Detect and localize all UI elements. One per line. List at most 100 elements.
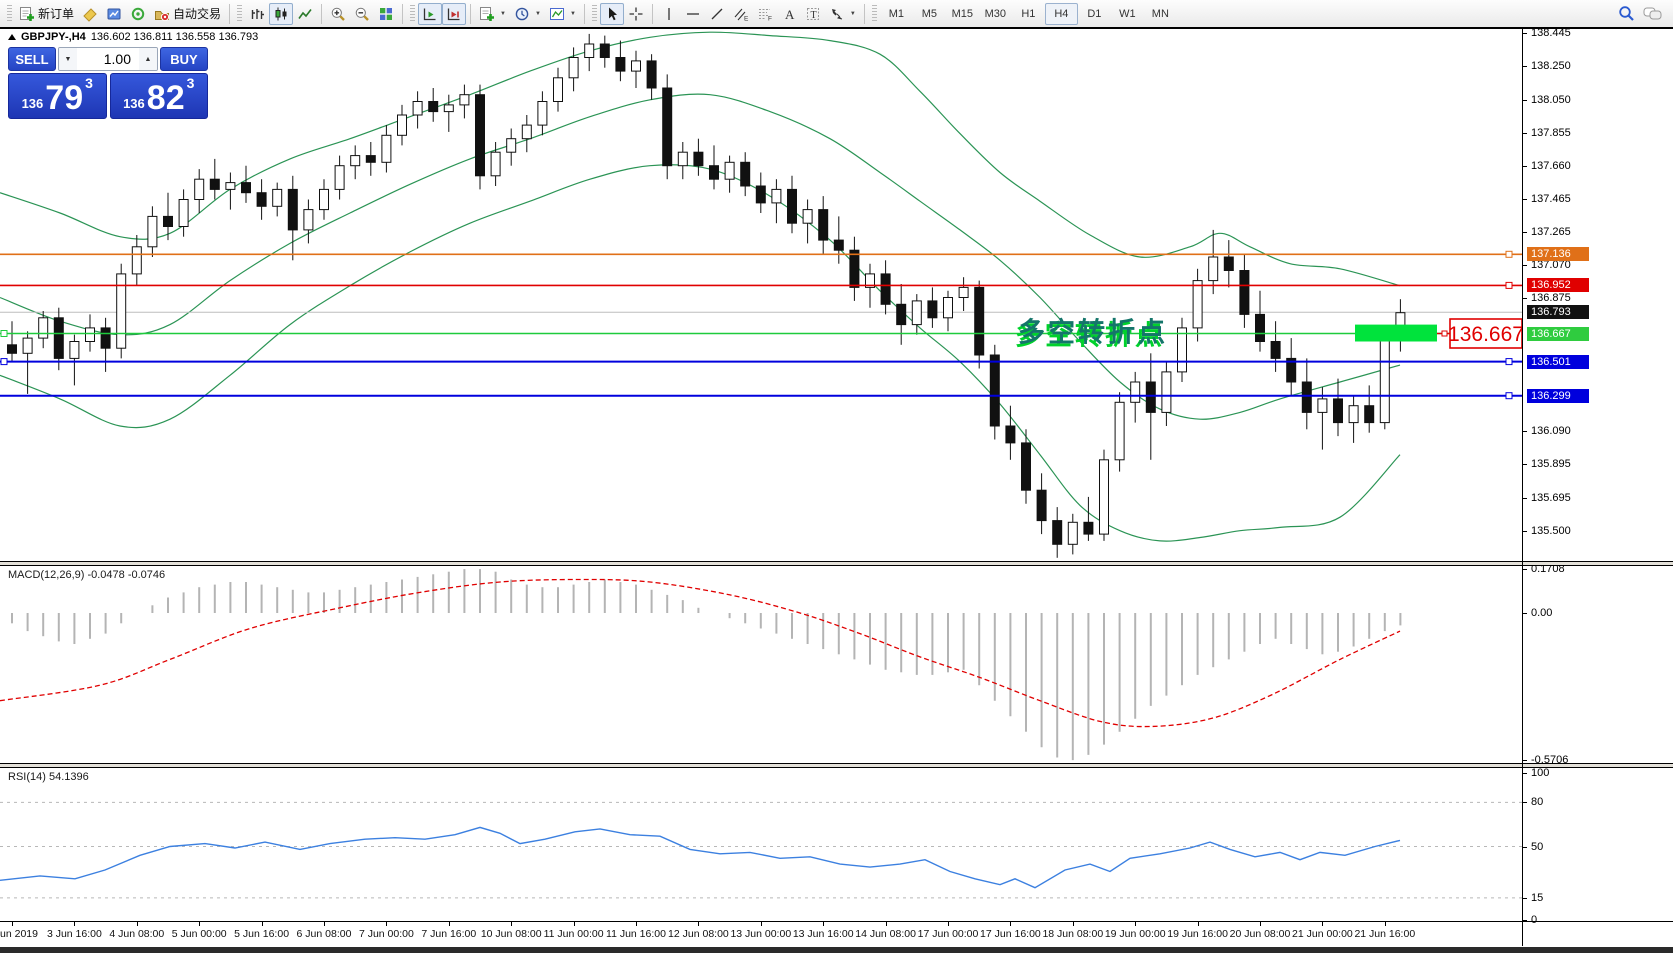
tf-button-m1[interactable]: M1	[888, 7, 904, 20]
crosshair-button[interactable]	[624, 3, 648, 25]
callout-handle[interactable]	[1441, 330, 1448, 337]
text-label-button[interactable]: T	[801, 3, 825, 25]
tf-button-mn[interactable]: MN	[1151, 7, 1169, 20]
price-axis-badge: 137.136	[1527, 247, 1589, 262]
time-axis-label: 19 Jun 00:00	[1104, 928, 1166, 940]
channel-button[interactable]: E	[729, 3, 753, 25]
highlight-rectangle-object[interactable]	[1355, 324, 1437, 342]
time-axis-label: 13 Jun 16:00	[792, 928, 854, 940]
tf-button-h4[interactable]: H4	[1044, 2, 1078, 25]
one-click-trading-panel: SELL 1.00 BUY 136 79 3 136 82 3	[8, 47, 208, 119]
hline-right-handle[interactable]	[1505, 392, 1513, 400]
price-axis-value: 137.465	[1531, 192, 1571, 205]
zoom-in-icon	[331, 7, 345, 21]
candle-body	[802, 209, 813, 224]
toolbar-separator	[583, 3, 585, 24]
volume-value[interactable]: 1.00	[103, 51, 131, 67]
toolbar-drag-handle[interactable]	[591, 4, 597, 23]
highlight-icon	[83, 7, 97, 22]
tf-button-w1[interactable]: W1	[1119, 7, 1136, 20]
candle-body	[615, 57, 626, 72]
tile-windows-button[interactable]	[374, 3, 398, 25]
toolbar-drag-handle[interactable]	[410, 4, 416, 23]
new-chart-button[interactable]	[475, 3, 510, 25]
candle-body	[521, 124, 532, 140]
toolbar-drag-handle[interactable]	[7, 4, 12, 23]
zoom-out-button[interactable]	[350, 3, 374, 25]
callout-box[interactable]	[1449, 318, 1522, 349]
trendline-button[interactable]	[705, 3, 729, 25]
candle-body	[272, 188, 283, 207]
toolbar-drag-handle[interactable]	[237, 4, 243, 23]
price-axis-value: 135.500	[1531, 524, 1571, 537]
price-axis[interactable]: 138.445 138.250 138.050 137.855 137.660 137.4…	[1522, 27, 1673, 946]
text-button[interactable]: A	[777, 3, 801, 25]
toolbar-drag-handle[interactable]	[871, 4, 877, 23]
candle-body	[568, 57, 579, 79]
candle-body	[1348, 405, 1359, 424]
vertical-line-button[interactable]	[657, 3, 681, 25]
candlestick-mode-button[interactable]	[269, 2, 294, 25]
buy-button[interactable]: BUY	[160, 47, 208, 71]
tf-button-d1[interactable]: D1	[1087, 7, 1102, 20]
candle-body	[1036, 489, 1047, 522]
cursor-button[interactable]	[599, 2, 624, 25]
candle-body	[443, 104, 454, 113]
collapse-triangle-icon[interactable]	[8, 34, 16, 40]
time-axis-tick	[885, 922, 887, 926]
toolbar-separator	[863, 3, 865, 24]
search-icon[interactable]	[1618, 5, 1635, 22]
hline-right-handle[interactable]	[1505, 281, 1513, 289]
tf-button-h1[interactable]: H1	[1021, 7, 1036, 20]
zoom-in-button[interactable]	[326, 3, 350, 25]
chart-shift-button[interactable]	[442, 2, 467, 25]
buy-price-button[interactable]: 136 82 3	[109, 73, 208, 119]
price-axis-value: 137.855	[1531, 126, 1571, 139]
rsi-axis-value: 80	[1531, 796, 1544, 809]
auto-scroll-button[interactable]	[418, 2, 443, 25]
periods-button[interactable]	[510, 3, 545, 25]
candle-body	[1161, 371, 1172, 413]
profiles-button[interactable]	[102, 3, 126, 25]
price-axis-tick	[1522, 760, 1527, 762]
tf-button-m5[interactable]: M5	[921, 7, 937, 20]
tf-button-m15[interactable]: M15	[951, 7, 974, 20]
candle-body	[1192, 280, 1203, 329]
hline-right-handle[interactable]	[1505, 358, 1513, 366]
fibonacci-button[interactable]: F	[753, 3, 777, 25]
auto-trading-button[interactable]: 自动交易	[150, 3, 225, 25]
volume-decrease-button[interactable]	[59, 48, 77, 70]
time-axis[interactable]: 3 Jun 2019 3 Jun 16:00 4 Jun 08:00 5 Jun 00…	[0, 922, 1522, 946]
volume-increase-button[interactable]	[139, 48, 157, 70]
bollinger-middle-band	[0, 93, 1401, 420]
channel-icon: E	[734, 8, 749, 22]
line-chart-mode-button[interactable]	[293, 3, 317, 25]
new-order-button[interactable]: 新订单	[15, 3, 78, 25]
price-axis-tick	[1522, 920, 1527, 921]
rsi-label: RSI(14) 54.1396	[8, 771, 89, 783]
tf-button-m30[interactable]: M30	[984, 7, 1007, 20]
cursor-icon	[608, 7, 617, 20]
highlight-button[interactable]	[78, 3, 102, 25]
panel-separator[interactable]	[0, 764, 1673, 767]
price-axis-badge: 136.299	[1527, 388, 1589, 403]
time-axis-label: 21 Jun 00:00	[1292, 928, 1353, 940]
hline-right-handle[interactable]	[1505, 250, 1513, 258]
svg-text:T: T	[810, 10, 816, 21]
sell-price-button[interactable]: 136 79 3	[8, 73, 107, 119]
hline-left-handle[interactable]	[0, 330, 8, 337]
bar-chart-mode-button[interactable]	[245, 3, 269, 25]
sell-button[interactable]: SELL	[8, 47, 56, 71]
comments-icon[interactable]	[1643, 6, 1663, 22]
svg-text:E: E	[744, 15, 749, 22]
panel-separator[interactable]	[0, 562, 1673, 565]
candle-body	[1286, 357, 1297, 383]
signal-button[interactable]	[126, 3, 150, 25]
hline-left-handle[interactable]	[0, 358, 8, 366]
candle-body	[1239, 270, 1250, 315]
arrows-button[interactable]	[825, 3, 860, 25]
annotation-text[interactable]: 多空转折点	[1018, 317, 1168, 348]
horizontal-line-button[interactable]	[681, 3, 705, 25]
templates-button[interactable]	[545, 3, 580, 25]
new-order-label: 新订单	[38, 7, 75, 21]
